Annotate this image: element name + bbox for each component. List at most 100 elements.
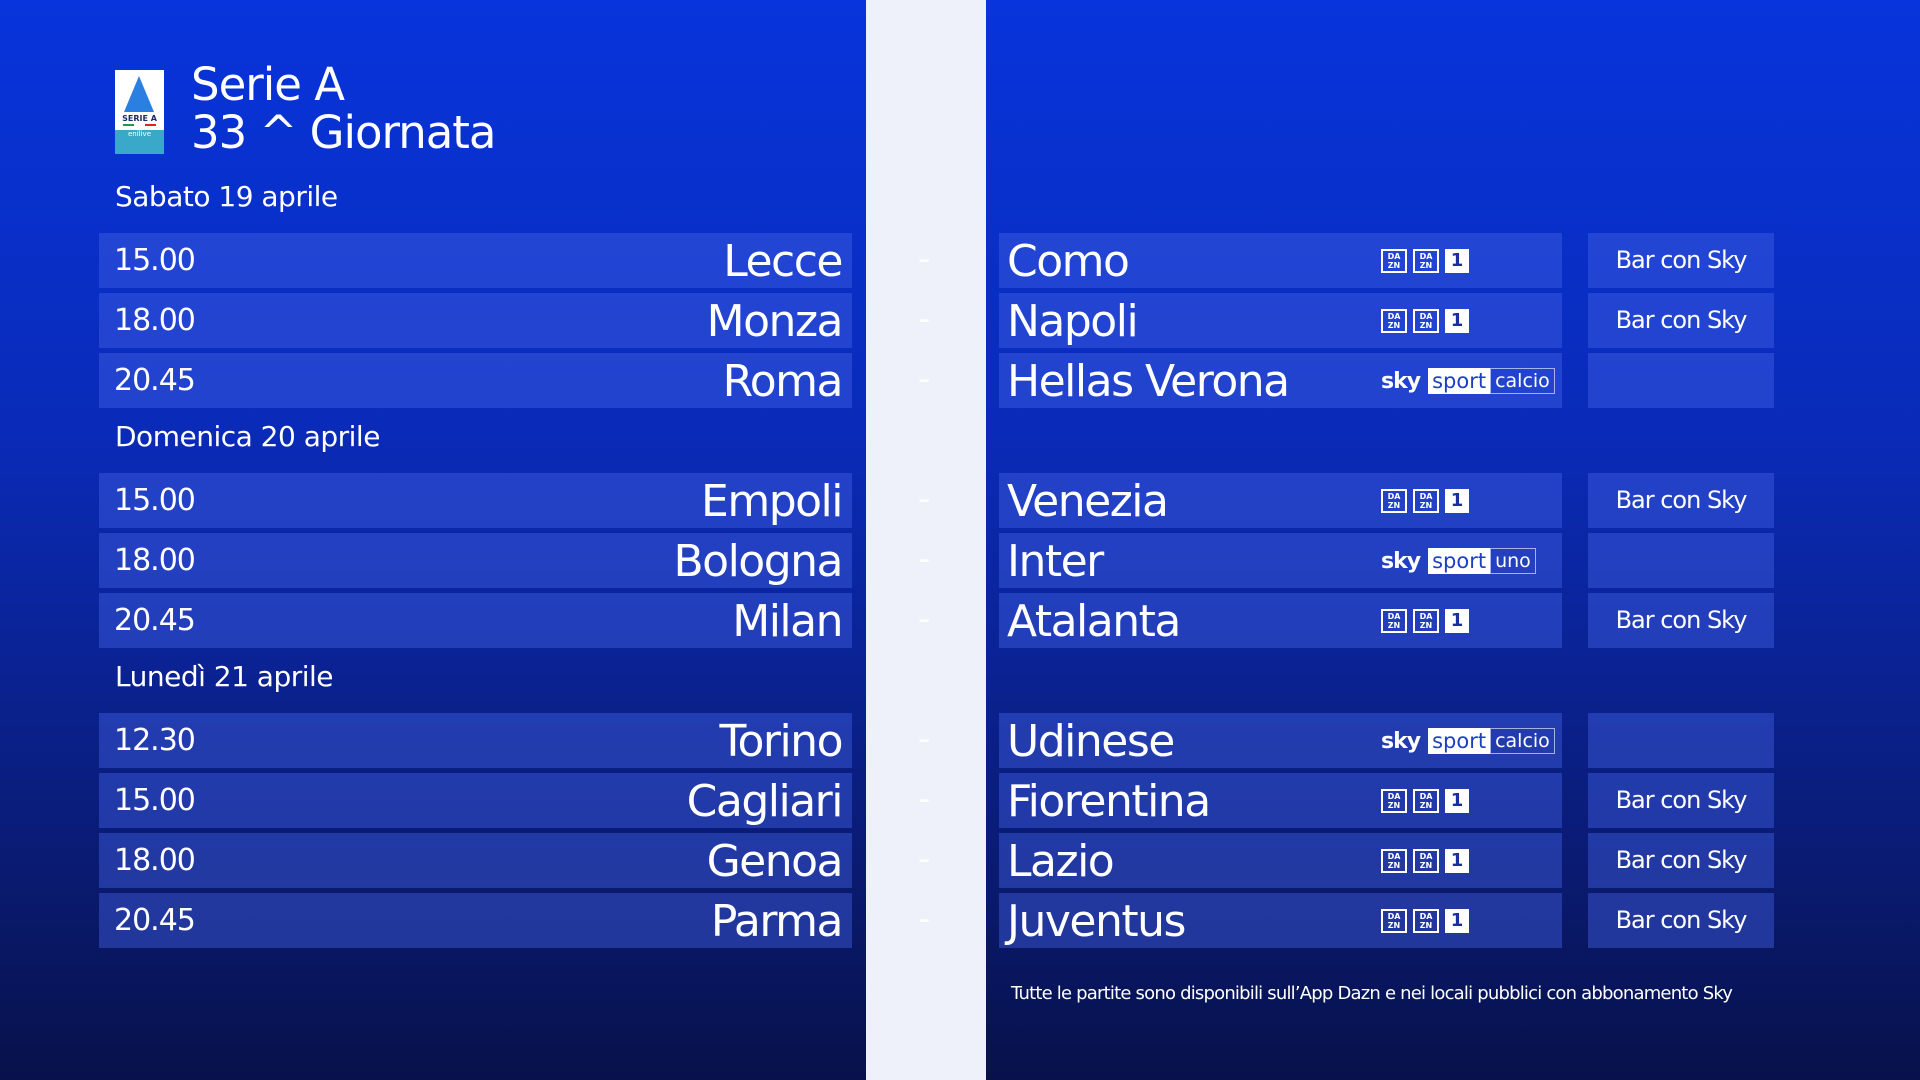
dazn-1-icon: 1 (1445, 249, 1469, 273)
away-team: Venezia (1007, 476, 1169, 527)
dazn-icon: DA ZN (1413, 849, 1439, 873)
dazn-icon: DA ZN (1381, 249, 1407, 273)
vs-separator: - (918, 779, 931, 819)
match-row: 18.00 Genoa - Lazio DA ZN DA ZN 1 Bar con Sk… (0, 833, 1920, 888)
page-subtitle: 33 ^ Giornata (191, 106, 497, 159)
home-team: Empoli (701, 476, 843, 527)
kickoff-time: 15.00 (114, 243, 196, 278)
day-header: Lunedì 21 aprile (115, 660, 334, 693)
bar-box: Bar con Sky (1588, 293, 1774, 348)
sky-logo: sky (1381, 548, 1421, 574)
away-team: Juventus (1007, 896, 1186, 947)
match-row: 20.45 Parma - Juventus DA ZN DA ZN 1 Bar con… (0, 893, 1920, 948)
match-row: 18.00 Bologna - Inter sky sport uno (0, 533, 1920, 588)
kickoff-time: 20.45 (114, 603, 196, 638)
sport-label: sport (1428, 368, 1491, 394)
home-box: 18.00 Genoa (99, 833, 852, 888)
dazn-icon: DA ZN (1413, 309, 1439, 333)
match-row: 15.00 Cagliari - Fiorentina DA ZN DA ZN 1 Ba… (0, 773, 1920, 828)
match-row: 20.45 Milan - Atalanta DA ZN DA ZN 1 Bar con… (0, 593, 1920, 648)
home-box: 20.45 Roma (99, 353, 852, 408)
match-row: 15.00 Lecce - Como DA ZN DA ZN 1 Bar con Sky (0, 233, 1920, 288)
away-team: Inter (1007, 536, 1104, 587)
away-box: Napoli DA ZN DA ZN 1 (999, 293, 1562, 348)
broadcaster: DA ZN DA ZN 1 (1381, 488, 1469, 514)
away-team: Hellas Verona (1007, 356, 1290, 407)
sport-label: sport (1428, 728, 1491, 754)
dazn-icon: DA ZN (1381, 309, 1407, 333)
away-team: Fiorentina (1007, 776, 1211, 827)
match-row: 12.30 Torino - Udinese sky sport calcio (0, 713, 1920, 768)
home-box: 20.45 Milan (99, 593, 852, 648)
away-box: Como DA ZN DA ZN 1 (999, 233, 1562, 288)
bar-box: Bar con Sky (1588, 233, 1774, 288)
vs-separator: - (918, 719, 931, 759)
bar-box: Bar con Sky (1588, 773, 1774, 828)
match-row: 18.00 Monza - Napoli DA ZN DA ZN 1 Bar con S… (0, 293, 1920, 348)
dazn-icon: DA ZN (1381, 489, 1407, 513)
away-box: Hellas Verona sky sport calcio (999, 353, 1562, 408)
dazn-1-icon: 1 (1445, 309, 1469, 333)
home-team: Parma (710, 896, 844, 947)
away-team: Atalanta (1007, 596, 1181, 647)
bar-box (1588, 353, 1774, 408)
dazn-icon: DA ZN (1381, 849, 1407, 873)
home-box: 15.00 Lecce (99, 233, 852, 288)
kickoff-time: 12.30 (114, 723, 196, 758)
home-box: 18.00 Bologna (99, 533, 852, 588)
bar-box: Bar con Sky (1588, 833, 1774, 888)
bar-con-sky: Bar con Sky (1615, 246, 1748, 274)
channel-calcio: calcio (1490, 368, 1555, 394)
bar-con-sky: Bar con Sky (1615, 786, 1748, 814)
dazn-icon: DA ZN (1381, 789, 1407, 813)
vs-separator: - (918, 299, 931, 339)
bar-con-sky: Bar con Sky (1615, 846, 1748, 874)
day-header: Domenica 20 aprile (115, 420, 380, 453)
footer-note: Tutte le partite sono disponibili sull’A… (1011, 983, 1733, 1004)
serie-a-logo: SERIE A enilive (115, 70, 164, 154)
away-box: Lazio DA ZN DA ZN 1 (999, 833, 1562, 888)
vs-separator: - (918, 899, 931, 939)
bar-con-sky: Bar con Sky (1615, 306, 1748, 334)
away-box: Udinese sky sport calcio (999, 713, 1562, 768)
vs-separator: - (918, 539, 931, 579)
broadcaster: DA ZN DA ZN 1 (1381, 248, 1469, 274)
bar-box (1588, 713, 1774, 768)
match-row: 20.45 Roma - Hellas Verona sky sport calci… (0, 353, 1920, 408)
kickoff-time: 18.00 (114, 843, 196, 878)
bar-con-sky: Bar con Sky (1615, 486, 1748, 514)
home-team: Lecce (723, 236, 843, 287)
away-box: Venezia DA ZN DA ZN 1 (999, 473, 1562, 528)
kickoff-time: 15.00 (114, 483, 196, 518)
dazn-icon: DA ZN (1413, 789, 1439, 813)
broadcaster: DA ZN DA ZN 1 (1381, 908, 1469, 934)
broadcaster: sky sport calcio (1381, 728, 1555, 754)
dazn-icon: DA ZN (1381, 609, 1407, 633)
home-team: Torino (719, 716, 844, 767)
channel-calcio: calcio (1490, 728, 1555, 754)
match-row: 15.00 Empoli - Venezia DA ZN DA ZN 1 Bar con… (0, 473, 1920, 528)
broadcaster: sky sport calcio (1381, 368, 1555, 394)
dazn-1-icon: 1 (1445, 909, 1469, 933)
home-team: Genoa (706, 836, 844, 887)
kickoff-time: 20.45 (114, 903, 196, 938)
sky-logo: sky (1381, 728, 1421, 754)
bar-box: Bar con Sky (1588, 473, 1774, 528)
dazn-icon: DA ZN (1381, 909, 1407, 933)
page-title: Serie A (191, 58, 345, 111)
sport-label: sport (1428, 548, 1491, 574)
away-box: Inter sky sport uno (999, 533, 1562, 588)
dazn-1-icon: 1 (1445, 609, 1469, 633)
broadcaster: DA ZN DA ZN 1 (1381, 788, 1469, 814)
bar-con-sky: Bar con Sky (1615, 606, 1748, 634)
dazn-1-icon: 1 (1445, 849, 1469, 873)
bar-box: Bar con Sky (1588, 593, 1774, 648)
away-team: Como (1007, 236, 1130, 287)
kickoff-time: 18.00 (114, 543, 196, 578)
vs-separator: - (918, 359, 931, 399)
home-box: 12.30 Torino (99, 713, 852, 768)
channel-uno: uno (1490, 548, 1536, 574)
sky-logo: sky (1381, 368, 1421, 394)
home-box: 15.00 Empoli (99, 473, 852, 528)
away-box: Fiorentina DA ZN DA ZN 1 (999, 773, 1562, 828)
